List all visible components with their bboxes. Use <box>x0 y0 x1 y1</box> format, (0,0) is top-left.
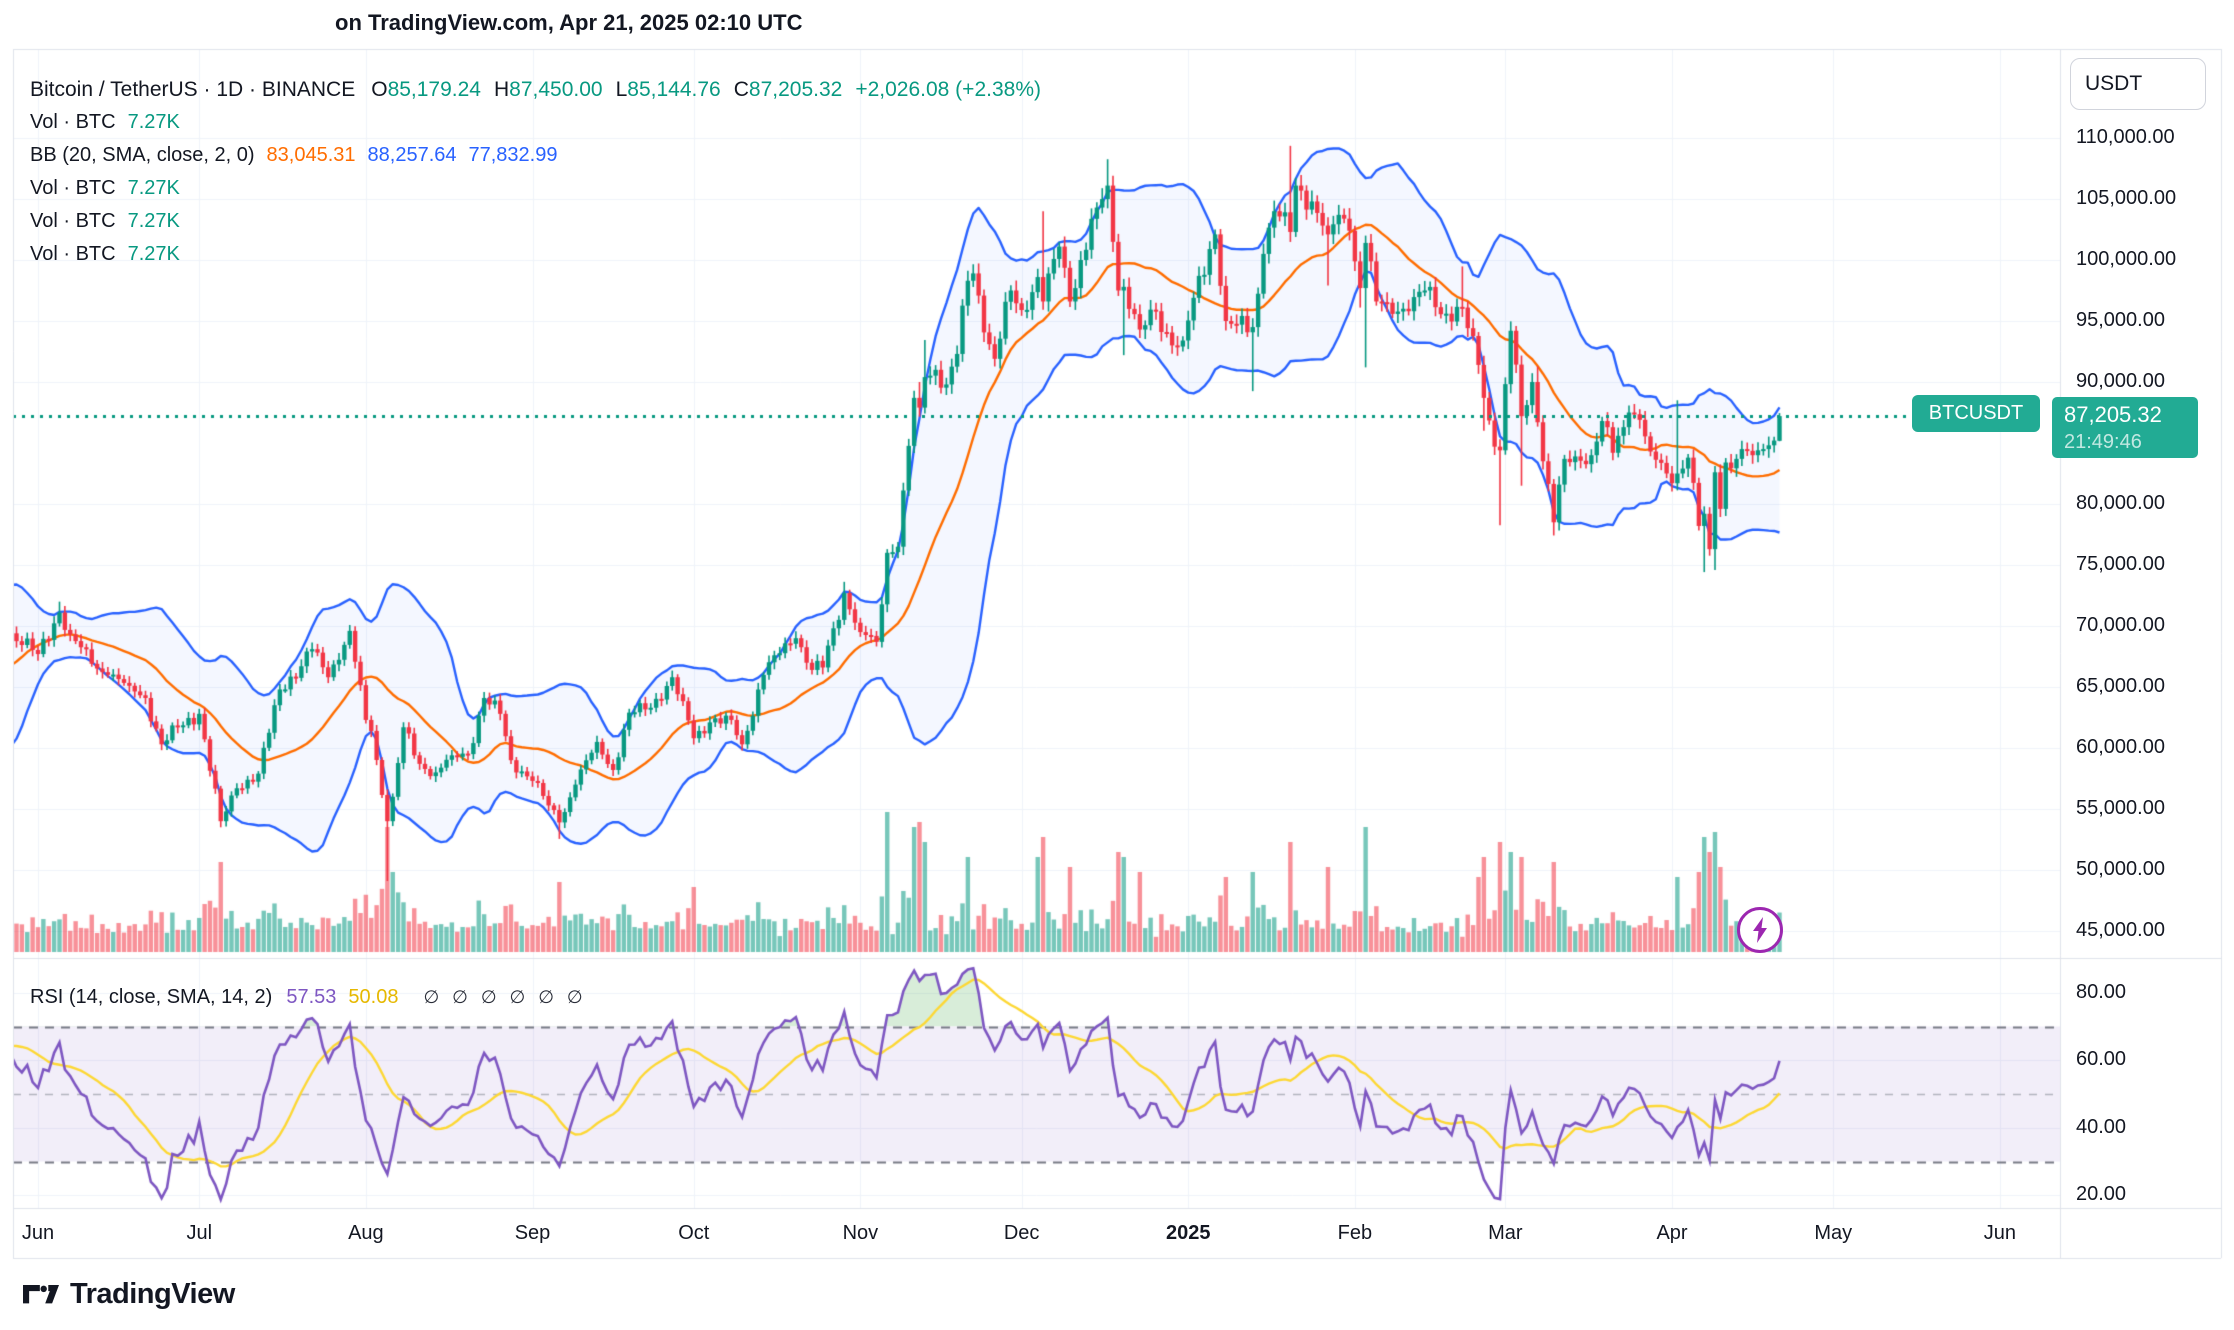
last-price-value: 87,205.32 <box>2064 401 2162 427</box>
volume-legend-row[interactable]: Vol · BTC 7.27K <box>30 205 1041 238</box>
symbol-legend: Bitcoin / TetherUS · 1D · BINANCE O85,17… <box>30 73 1041 271</box>
volume-value: 7.27K <box>127 243 180 265</box>
rsi-label: RSI (14, close, SMA, 14, 2) <box>30 985 273 1008</box>
volume-label: Vol · BTC <box>30 210 116 232</box>
rsi-axis-label: 40.00 <box>2076 1115 2127 1138</box>
low-value: L85,144.76 <box>615 77 721 101</box>
time-axis-label: Oct <box>678 1222 710 1244</box>
volume-label: Vol · BTC <box>30 177 116 199</box>
price-line-symbol-badge: BTCUSDT <box>1912 395 2040 432</box>
last-price-badge: 87,205.32 21:49:46 <box>2052 397 2198 458</box>
price-axis-label: 100,000.00 <box>2076 248 2177 270</box>
high-value: H87,450.00 <box>494 77 603 101</box>
empty-value-icon: ∅ <box>423 986 440 1007</box>
price-axis-label: 55,000.00 <box>2076 797 2165 819</box>
rsi-value: 57.53 <box>286 985 337 1008</box>
tradingview-logo[interactable]: TradingView <box>23 1278 235 1311</box>
volume-label: Vol · BTC <box>30 243 116 265</box>
bb-upper-value: 88,257.64 <box>367 144 457 166</box>
price-axis-label: 110,000.00 <box>2076 126 2175 148</box>
currency-toggle-button[interactable]: USDT <box>2070 58 2206 110</box>
volume-value: 7.27K <box>127 177 180 199</box>
time-axis-label: Jul <box>186 1222 213 1244</box>
time-axis-label: Nov <box>842 1222 879 1244</box>
time-axis-label: Sep <box>514 1222 551 1244</box>
bb-legend-row[interactable]: BB (20, SMA, close, 2, 0) 83,045.31 88,2… <box>30 139 1041 172</box>
empty-value-icon: ∅ <box>452 986 468 1007</box>
time-axis-label: Dec <box>1003 1222 1040 1244</box>
lightning-bolt-icon <box>1753 917 1767 943</box>
attribution-text: on TradingView.com, Apr 21, 2025 02:10 U… <box>335 10 803 35</box>
time-axis-label: May <box>1814 1222 1853 1244</box>
volume-legend-row[interactable]: Vol · BTC 7.27K <box>30 106 1041 139</box>
bar-countdown: 21:49:46 <box>2064 430 2142 453</box>
empty-value-icon: ∅ <box>538 986 554 1007</box>
symbol-legend-row[interactable]: Bitcoin / TetherUS · 1D · BINANCE O85,17… <box>30 73 1041 106</box>
bb-label: BB (20, SMA, close, 2, 0) <box>30 144 255 166</box>
price-axis-label: 70,000.00 <box>2076 614 2165 636</box>
volume-value: 7.27K <box>127 210 180 232</box>
volume-legend-row[interactable]: Vol · BTC 7.27K <box>30 238 1041 271</box>
bb-basis-value: 83,045.31 <box>266 144 356 166</box>
rsi-ma-value: 50.08 <box>348 985 399 1008</box>
price-axis-label: 95,000.00 <box>2076 309 2165 331</box>
price-axis-label: 60,000.00 <box>2076 736 2165 758</box>
empty-value-icon: ∅ <box>509 986 526 1007</box>
change-value: +2,026.08 (+2.38%) <box>855 77 1041 101</box>
price-axis-label: 75,000.00 <box>2076 553 2165 575</box>
time-axis-label: Jun <box>21 1222 55 1244</box>
symbol-title: Bitcoin / TetherUS · 1D · BINANCE <box>30 77 356 101</box>
volume-value: 7.27K <box>127 111 180 133</box>
tradingview-logo-icon <box>23 1284 59 1303</box>
price-axis-label: 65,000.00 <box>2076 675 2165 697</box>
rsi-axis-label: 20.00 <box>2076 1183 2127 1206</box>
price-axis-label: 90,000.00 <box>2076 370 2165 392</box>
bb-lower-value: 77,832.99 <box>468 144 558 166</box>
price-axis-label: 105,000.00 <box>2076 187 2177 209</box>
time-axis-label: Mar <box>1488 1222 1523 1244</box>
empty-value-icon: ∅ <box>480 986 497 1007</box>
price-axis-label: 80,000.00 <box>2076 492 2165 514</box>
time-axis-label: Apr <box>1656 1222 1688 1244</box>
time-axis-label: Aug <box>348 1222 384 1244</box>
tradingview-logo-text: TradingView <box>70 1278 235 1310</box>
rsi-axis-label: 60.00 <box>2076 1048 2127 1071</box>
empty-value-icon: ∅ <box>566 986 583 1007</box>
volume-legend-row[interactable]: Vol · BTC 7.27K <box>30 172 1041 205</box>
time-axis-label: Jun <box>1983 1222 2016 1244</box>
instant-trading-button[interactable] <box>1737 907 1783 953</box>
price-axis-label: 50,000.00 <box>2076 858 2165 880</box>
time-axis-label: 2025 <box>1166 1222 1211 1244</box>
rsi-legend-row[interactable]: RSI (14, close, SMA, 14, 2) 57.53 50.08 … <box>30 983 583 1011</box>
rsi-axis-label: 80.00 <box>2076 980 2127 1003</box>
volume-label: Vol · BTC <box>30 111 116 133</box>
open-value: O85,179.24 <box>371 77 481 101</box>
price-axis-label: 45,000.00 <box>2076 919 2165 941</box>
close-value: C87,205.32 <box>733 77 843 101</box>
time-axis-label: Feb <box>1337 1222 1373 1244</box>
